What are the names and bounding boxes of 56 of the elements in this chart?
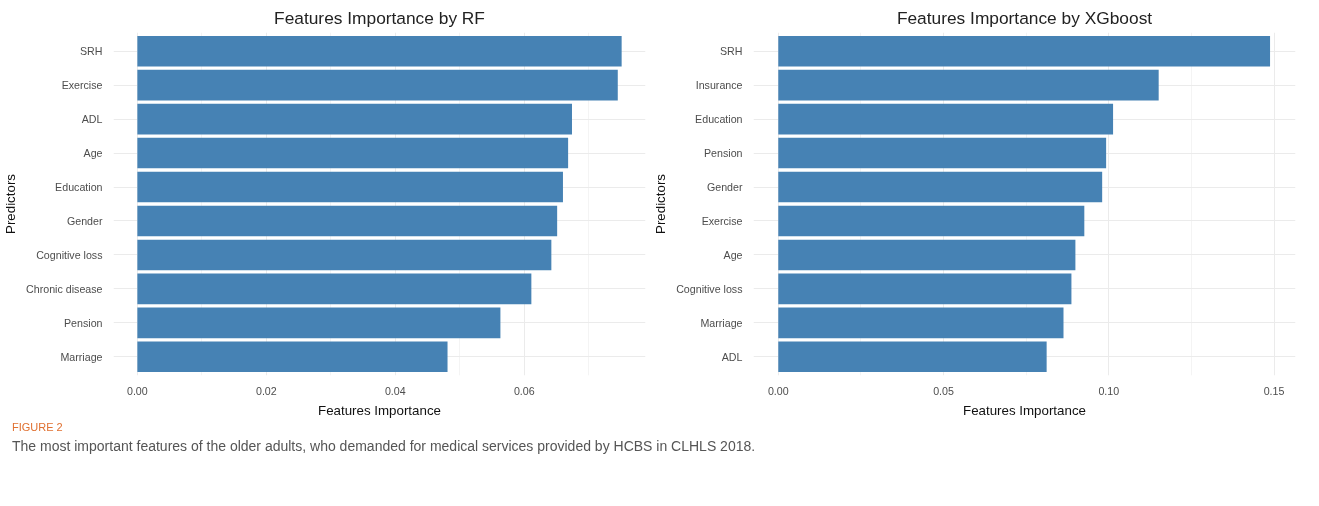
y-tick-label: Marriage [60, 350, 103, 363]
y-tick-label: Chronic disease [26, 282, 103, 295]
y-tick-label: Education [55, 181, 103, 194]
bar [778, 137, 1107, 169]
bar [778, 239, 1076, 271]
x-tick-label: 0.00 [767, 384, 789, 397]
bar [137, 239, 552, 271]
x-tick-label: 0.05 [933, 384, 954, 397]
y-tick-label: Exercise [61, 79, 103, 92]
x-tick-label: 0.10 [1098, 384, 1120, 397]
bar [778, 69, 1159, 101]
y-tick-label: Education [695, 113, 743, 126]
x-axis-title: Features Importance [963, 402, 1086, 418]
bar [137, 137, 569, 169]
y-tick-label: Gender [706, 181, 743, 194]
y-tick-label: SRH [80, 45, 103, 58]
y-tick-label: ADL [81, 113, 103, 126]
chart-title: Features Importance by XGboost [896, 7, 1153, 28]
y-tick-label: Pension [703, 147, 743, 160]
bar [778, 273, 1072, 305]
y-tick-label: Age [723, 248, 743, 261]
bar [137, 35, 622, 67]
y-tick-label: Exercise [701, 214, 743, 227]
y-tick-label: SRH [720, 45, 743, 58]
y-tick-label: Age [83, 147, 103, 160]
x-tick-label: 0.06 [513, 384, 535, 397]
text: The most important features of the older adults, who demanded for medical services provided by HCBS in CLHLS 2018. [12, 436, 756, 456]
bar [778, 205, 1085, 237]
y-tick-label: ADL [721, 350, 743, 363]
y-tick-label: Marriage [700, 316, 743, 329]
bar [137, 341, 448, 373]
y-tick-label: Gender [66, 214, 103, 227]
x-tick-label: 0.15 [1263, 384, 1285, 397]
y-tick-label: Cognitive loss [36, 248, 103, 261]
x-tick-label: 0.02 [255, 384, 277, 397]
y-tick-label: Pension [63, 316, 103, 329]
bar [778, 307, 1064, 339]
x-tick-label: 0.00 [126, 384, 148, 397]
caption: FIGURE 2 [12, 420, 63, 435]
bar [778, 103, 1114, 135]
bar [137, 69, 618, 101]
y-tick-label: Cognitive loss [676, 282, 743, 295]
bar [778, 341, 1047, 373]
bar [137, 273, 532, 305]
bar [137, 307, 501, 339]
bar [778, 35, 1271, 67]
x-tick-label: 0.04 [384, 384, 406, 397]
bar [137, 205, 558, 237]
bar [137, 171, 563, 203]
y-axis-title: Predictors [3, 173, 19, 234]
x-axis-title: Features Importance [318, 402, 441, 418]
y-axis-title: Predictors [653, 173, 669, 234]
chart-title: Features Importance by RF [274, 7, 485, 28]
bar [778, 171, 1103, 203]
y-tick-label: Insurance [695, 79, 743, 92]
bar [137, 103, 572, 135]
